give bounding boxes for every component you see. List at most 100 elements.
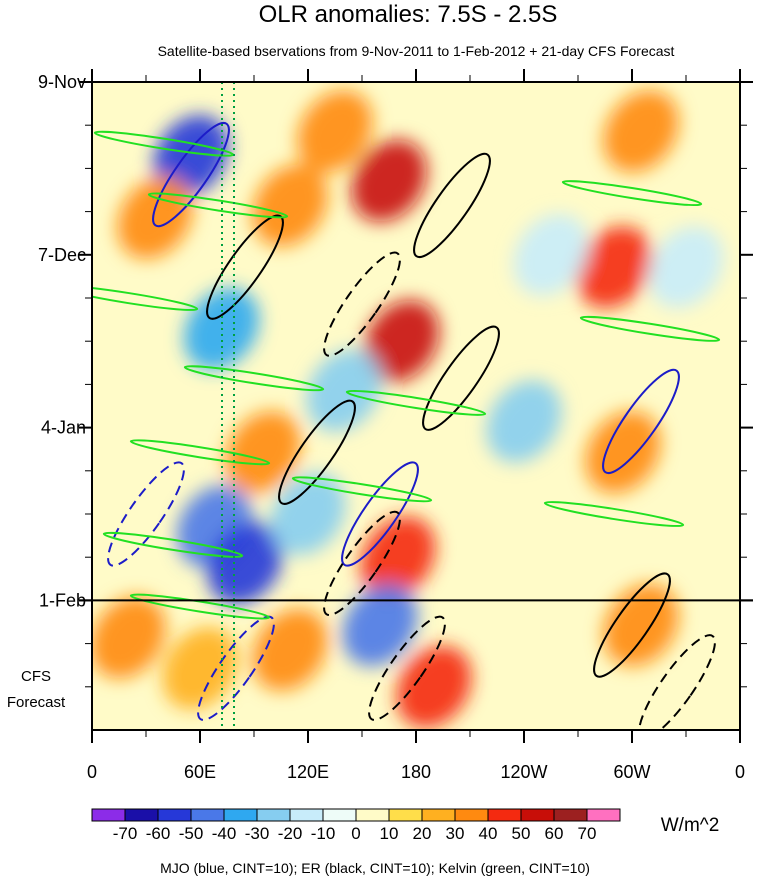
anomaly-region [297,90,373,173]
colorbar-label: 0 [351,824,360,843]
colorbar-swatch [124,808,159,822]
legend-text: MJO (blue, CINT=10); ER (black, CINT=10)… [160,860,590,876]
x-tick-label: 0 [87,762,97,782]
x-tick-label: 180 [401,762,431,782]
kelvin-contour [543,500,685,528]
anomaly-region [360,516,436,599]
y-tick-label: 1-Feb [39,590,86,610]
kelvin-contour [291,476,433,503]
anomaly-region [603,584,679,667]
wave-contour [638,634,716,730]
y-tick-label: 4-Jan [41,418,86,438]
colorbar-units: W/m^2 [661,815,720,836]
anomaly-region [252,608,328,691]
wave-contour [413,152,491,259]
colorbar-swatch [256,808,291,822]
wave-contour [422,325,500,431]
x-tick-label: 120E [287,762,329,782]
y-tick-label: 9-Nov [38,72,86,92]
colorbar-swatch [388,808,423,822]
plot-area [92,82,740,730]
wave-filter-contours [92,121,721,730]
x-tick-label: 120W [500,762,547,782]
colorbar-label: 30 [446,824,465,843]
y-tick-label: 7-Dec [38,245,86,265]
kelvin-contour [345,389,487,416]
colorbar-swatch [355,808,390,822]
kelvin-contour [147,192,289,219]
colorbar-swatch [487,808,522,822]
colorbar-label: -40 [212,824,237,843]
colorbar-label: -50 [179,824,204,843]
colorbar-swatch [520,808,555,822]
anomaly-region [396,645,472,728]
anomaly-region [351,139,427,222]
kelvin-contour [129,439,271,466]
forecast-label: CFS [21,668,51,685]
anomaly-region [252,164,328,247]
x-tick-label: 0 [735,762,745,782]
chart-title: OLR anomalies: 7.5S - 2.5S [259,1,558,28]
colorbar-swatch [454,808,489,822]
x-tick-label: 60W [613,762,650,782]
anomaly-region [207,522,283,605]
wave-contour [206,214,284,320]
wave-contour [602,368,680,475]
colorbar-swatch [586,808,621,822]
colorbar-swatch [91,808,126,822]
colorbar-label: -60 [146,824,171,843]
anomaly-field [92,90,724,728]
anomaly-region [603,90,679,173]
x-axis: 0 60E 120E 180 120W 60W 0 [87,69,745,782]
colorbar-label: -20 [278,824,303,843]
colorbar-label: 60 [545,824,564,843]
anomaly-region [306,349,382,432]
chart-subtitle: Satellite-based bservations from 9-Nov-2… [158,43,675,59]
wave-contour [368,615,446,721]
anomaly-region [270,473,346,555]
wave-contour [323,510,401,616]
colorbar-label: 20 [413,824,432,843]
colorbar-label: -30 [245,824,270,843]
colorbar-label: 50 [512,824,531,843]
wave-contour [278,399,356,505]
colorbar-label: 10 [380,824,399,843]
anomaly-region [92,596,166,679]
anomaly-region [342,584,418,667]
y-axis: 9-Nov 7-Dec 4-Jan 1-Feb [38,72,753,688]
kelvin-contour [183,365,325,392]
colorbar-label: -10 [311,824,336,843]
anomaly-region [225,411,301,494]
anomaly-region [117,176,193,259]
anomaly-region [648,226,724,309]
kelvin-contour [579,315,721,342]
wave-contour [152,121,230,228]
wave-contour [341,461,419,567]
colorbar-swatch [190,808,225,822]
anomaly-region [576,226,652,309]
anomaly-region [364,300,440,383]
kelvin-contour [129,593,271,620]
colorbar-swatch [553,808,588,822]
colorbar-swatch [223,808,258,822]
colorbar-label: 40 [479,824,498,843]
kelvin-contour [102,531,244,558]
colorbar-swatch [421,808,456,822]
colorbar-label: 70 [578,824,597,843]
x-tick-label: 60E [184,762,216,782]
kelvin-contour [92,284,199,312]
colorbar-swatch [157,808,192,822]
colorbar-label: -70 [113,824,138,843]
wave-contour [107,461,185,567]
wave-contour [323,251,401,357]
kelvin-contour [561,180,703,207]
colorbar-swatch [289,808,324,822]
anomaly-region [585,411,661,494]
colorbar: -70 -60 -50 -40 -30 -20 -10 0 10 20 30 40 50 60 70 [91,808,621,843]
anomaly-region [513,213,589,296]
colorbar-swatch [322,808,357,822]
wave-contour [593,572,671,678]
anomaly-region [162,627,238,710]
anomaly-region [486,380,562,463]
